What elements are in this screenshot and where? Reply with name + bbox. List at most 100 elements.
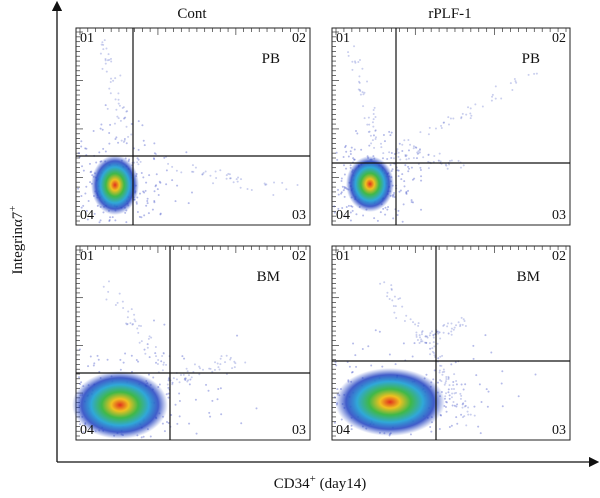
event-dot: [141, 124, 144, 127]
event-dot: [460, 394, 463, 397]
event-dot: [511, 88, 514, 91]
event-dot: [415, 157, 418, 160]
event-dot: [127, 310, 130, 313]
event-dot: [162, 352, 165, 355]
event-dot: [428, 334, 431, 337]
event-dot: [350, 204, 353, 207]
event-dot: [140, 171, 143, 174]
event-dot: [481, 105, 484, 108]
event-dot: [229, 356, 232, 359]
event-dot: [411, 355, 414, 358]
event-dot: [344, 146, 347, 149]
event-dot: [414, 323, 417, 326]
event-dot: [233, 360, 236, 363]
event-dot: [187, 379, 190, 382]
event-dot: [204, 170, 207, 173]
event-dot: [429, 353, 432, 356]
event-dot: [153, 190, 156, 193]
event-dot: [419, 340, 422, 343]
event-dot: [114, 303, 117, 306]
event-dot: [424, 335, 427, 338]
event-dot: [139, 325, 142, 328]
event-dot: [100, 43, 103, 46]
event-dot: [136, 327, 139, 330]
event-dot: [413, 342, 416, 345]
event-dot: [455, 391, 458, 394]
event-dot: [429, 347, 432, 350]
event-dot: [162, 363, 165, 366]
event-dot: [107, 280, 110, 283]
event-dot: [126, 110, 129, 113]
event-dot: [451, 392, 454, 395]
event-dot: [125, 322, 128, 325]
event-dot: [84, 147, 87, 150]
event-dot: [85, 209, 88, 212]
event-dot: [388, 297, 391, 300]
event-dot: [432, 336, 435, 339]
event-dot: [202, 171, 205, 174]
event-dot: [462, 402, 465, 405]
event-dot: [334, 361, 337, 364]
event-dot: [114, 219, 117, 222]
event-dot: [220, 355, 223, 358]
event-dot: [445, 410, 448, 413]
panel: 01 02 03 04 PB: [75, 27, 311, 226]
event-dot: [167, 392, 170, 395]
event-dot: [514, 80, 517, 83]
event-dot: [166, 383, 169, 386]
event-dot: [368, 130, 371, 133]
event-dot: [445, 380, 448, 383]
event-dot: [265, 183, 268, 186]
event-dot: [450, 322, 453, 325]
event-dot: [417, 152, 420, 155]
event-dot: [92, 129, 95, 132]
event-dot: [448, 394, 451, 397]
event-dot: [171, 381, 174, 384]
event-dot: [441, 354, 444, 357]
event-dot: [355, 365, 358, 368]
event-dot: [90, 170, 93, 173]
event-dot: [108, 58, 111, 61]
event-dot: [465, 113, 468, 116]
density-blob: [335, 368, 445, 436]
event-dot: [446, 322, 449, 325]
event-dot: [366, 80, 369, 83]
event-dot: [160, 360, 163, 363]
event-dot: [78, 376, 81, 379]
event-dot: [89, 355, 92, 358]
quadrant-label: 01: [336, 31, 350, 46]
event-dot: [183, 378, 186, 381]
event-dot: [178, 392, 181, 395]
event-dot: [340, 177, 343, 180]
event-dot: [454, 361, 457, 364]
event-dot: [106, 107, 109, 110]
event-dot: [405, 191, 408, 194]
event-dot: [461, 416, 464, 419]
event-dot: [423, 341, 426, 344]
event-dot: [109, 81, 112, 84]
event-dot: [100, 123, 103, 126]
event-dot: [105, 298, 108, 301]
event-dot: [382, 207, 385, 210]
event-dot: [102, 285, 105, 288]
event-dot: [462, 318, 465, 321]
event-dot: [418, 334, 421, 337]
event-dot: [350, 371, 353, 374]
event-dot: [80, 140, 83, 143]
event-dot: [342, 155, 345, 158]
event-dot: [225, 174, 228, 177]
event-dot: [367, 116, 370, 119]
event-dot: [99, 52, 102, 55]
event-dot: [140, 216, 143, 219]
event-dot: [432, 341, 435, 344]
event-dot: [163, 323, 166, 326]
event-dot: [363, 117, 366, 120]
event-dot: [450, 327, 453, 330]
event-dot: [142, 139, 145, 142]
event-dot: [126, 316, 129, 319]
event-dot: [192, 170, 195, 173]
event-dot: [469, 112, 472, 115]
event-dot: [445, 164, 448, 167]
event-dot: [143, 348, 146, 351]
event-dot: [362, 93, 365, 96]
